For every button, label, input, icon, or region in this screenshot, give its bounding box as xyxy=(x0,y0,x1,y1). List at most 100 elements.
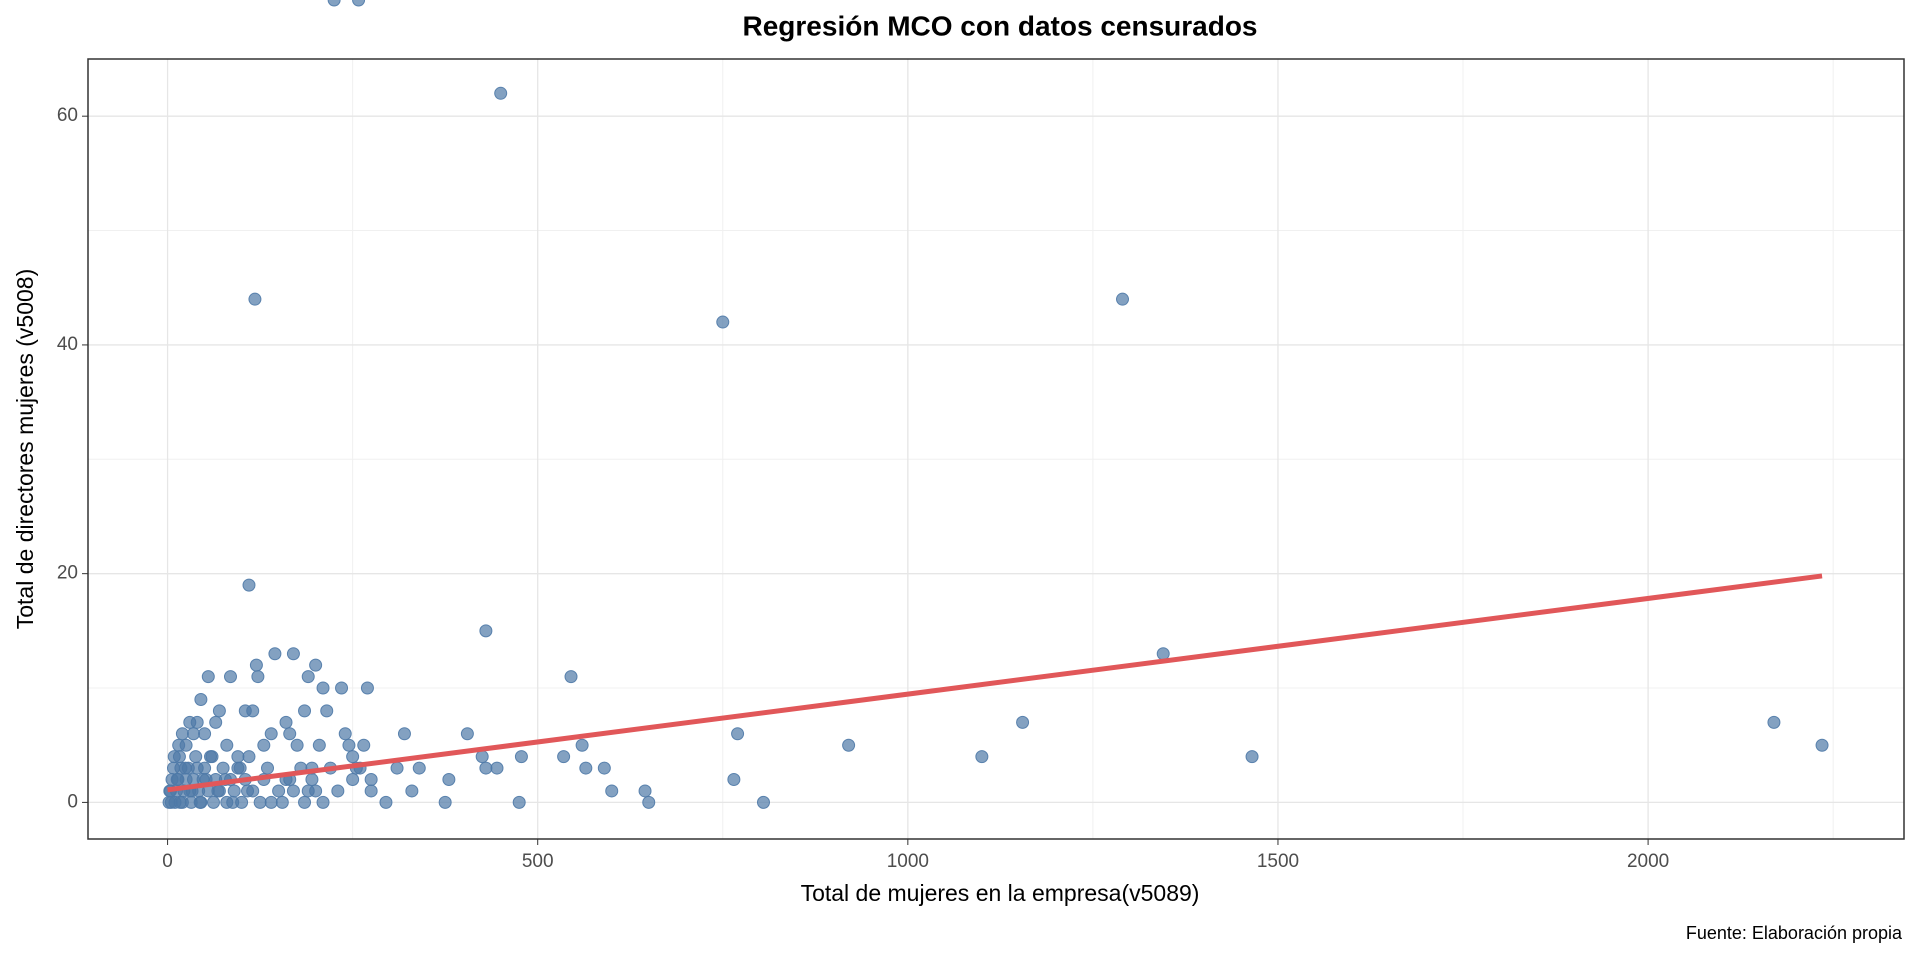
point xyxy=(312,738,326,752)
point xyxy=(479,761,493,775)
point xyxy=(216,761,230,775)
point xyxy=(342,738,356,752)
point xyxy=(298,704,312,718)
point xyxy=(264,727,278,741)
point xyxy=(638,784,652,798)
y-axis-title: Total de directores mujeres (v5008) xyxy=(12,269,38,630)
point xyxy=(257,738,271,752)
point xyxy=(186,727,200,741)
point xyxy=(167,750,181,764)
point xyxy=(193,795,207,809)
point xyxy=(357,738,371,752)
point xyxy=(211,784,225,798)
point xyxy=(597,761,611,775)
point xyxy=(301,784,315,798)
point xyxy=(338,727,352,741)
point xyxy=(275,795,289,809)
point xyxy=(194,692,208,706)
point xyxy=(204,750,218,764)
point xyxy=(1116,292,1130,306)
point xyxy=(412,761,426,775)
point xyxy=(442,773,456,787)
grid xyxy=(88,59,1904,839)
y-tick-label: 0 xyxy=(67,791,78,812)
point xyxy=(727,773,741,787)
point xyxy=(298,795,312,809)
point xyxy=(286,647,300,661)
y-tick-label: 40 xyxy=(57,334,78,355)
point xyxy=(223,670,237,684)
point xyxy=(564,670,578,684)
x-tick-label: 500 xyxy=(522,851,554,872)
point xyxy=(1767,715,1781,729)
point xyxy=(327,0,341,7)
point xyxy=(1016,715,1030,729)
point xyxy=(231,750,245,764)
x-axis-title: Total de mujeres en la empresa(v5089) xyxy=(801,880,1200,906)
point xyxy=(226,795,240,809)
point xyxy=(490,761,504,775)
point xyxy=(183,715,197,729)
point xyxy=(352,0,366,7)
point xyxy=(475,750,489,764)
point xyxy=(198,761,212,775)
point xyxy=(716,315,730,329)
chart-title: Regresión MCO con datos censurados xyxy=(743,10,1258,41)
point xyxy=(238,704,252,718)
point xyxy=(272,784,286,798)
point xyxy=(316,795,330,809)
point xyxy=(286,784,300,798)
point xyxy=(283,727,297,741)
point xyxy=(175,727,189,741)
point xyxy=(320,704,334,718)
point xyxy=(279,715,293,729)
point xyxy=(731,727,745,741)
point xyxy=(479,624,493,638)
point xyxy=(242,750,256,764)
point xyxy=(248,292,262,306)
x-tick-label: 1500 xyxy=(1257,851,1299,872)
point xyxy=(209,715,223,729)
point xyxy=(605,784,619,798)
point xyxy=(178,761,192,775)
point xyxy=(189,750,203,764)
y-tick-label: 60 xyxy=(57,105,78,126)
point xyxy=(301,670,315,684)
panel-border xyxy=(87,58,1905,840)
point xyxy=(390,761,404,775)
point xyxy=(212,704,226,718)
point xyxy=(364,784,378,798)
point xyxy=(575,738,589,752)
point xyxy=(335,681,349,695)
point xyxy=(233,761,247,775)
point xyxy=(346,750,360,764)
point xyxy=(1245,750,1259,764)
point xyxy=(512,795,526,809)
point xyxy=(305,773,319,787)
point xyxy=(460,727,474,741)
y-tick-label: 20 xyxy=(57,563,78,584)
point xyxy=(198,727,212,741)
point xyxy=(316,681,330,695)
point xyxy=(346,773,360,787)
point xyxy=(842,738,856,752)
point xyxy=(1156,647,1170,661)
point xyxy=(170,773,184,787)
point xyxy=(309,658,323,672)
point xyxy=(494,86,508,100)
point xyxy=(206,795,220,809)
point xyxy=(227,784,241,798)
point xyxy=(242,578,256,592)
point xyxy=(379,795,393,809)
point xyxy=(975,750,989,764)
point xyxy=(251,670,265,684)
point xyxy=(201,670,215,684)
point xyxy=(360,681,374,695)
point xyxy=(642,795,656,809)
x-tick-label: 1000 xyxy=(887,851,929,872)
point xyxy=(514,750,528,764)
point xyxy=(397,727,411,741)
point xyxy=(290,738,304,752)
